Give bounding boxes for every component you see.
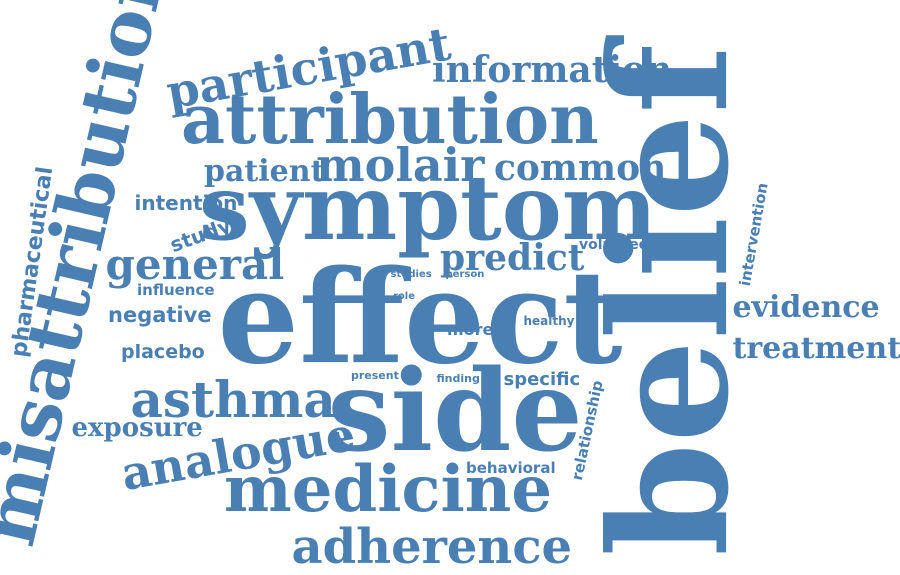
word-negative: negative: [108, 305, 212, 326]
word-influence: influence: [137, 283, 215, 298]
word-treatment: treatment: [733, 334, 900, 364]
word-evidence: evidence: [733, 293, 880, 323]
word-behavioral: behavioral: [466, 461, 556, 476]
word-exposure: exposure: [72, 415, 203, 441]
word-studies: studies: [391, 270, 432, 280]
word-information: information: [432, 52, 672, 88]
word-specific: specific: [504, 371, 581, 389]
word-placebo: placebo: [121, 343, 205, 362]
word-role: role: [393, 292, 415, 302]
word-healthy: healthy: [524, 315, 575, 327]
word-volunteer: volunteer: [579, 238, 655, 252]
word-molair: molair: [316, 142, 484, 188]
word-person: person: [446, 270, 485, 280]
word-adherence: adherence: [292, 523, 573, 571]
word-common: common: [494, 150, 666, 186]
word-finding: finding: [437, 373, 480, 384]
word-patient: patient: [204, 157, 324, 187]
word-present: present: [351, 370, 399, 381]
word-intention: intention: [135, 193, 238, 213]
word-more: more: [447, 322, 493, 338]
word-belief: belief: [589, 44, 751, 556]
